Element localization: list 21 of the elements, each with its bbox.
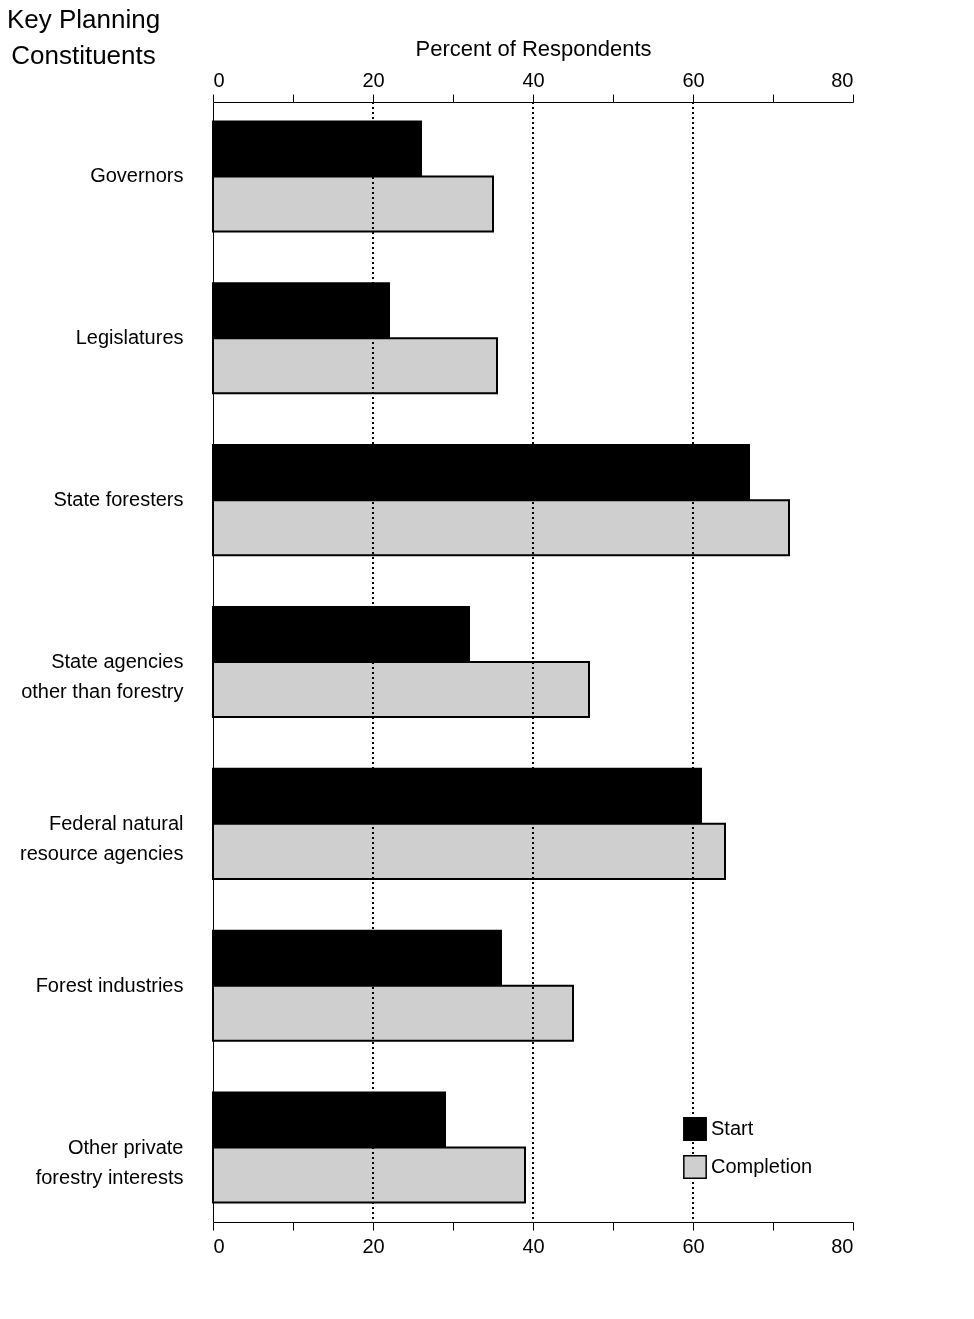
y-tick-label: State foresters [53,488,184,511]
y-tick-label: Forest industries [35,973,184,996]
x-tick-label: 20 [362,1234,385,1257]
y-axis-title: Key Planning Constituents [6,3,161,70]
legend-label: Completion [711,1155,813,1177]
y-tick-label: Legislatures [75,326,184,349]
x2-tick-label: 20 [362,68,385,91]
x-tick-label: 0 [213,1234,225,1257]
x-tick-label: 40 [522,1234,545,1257]
x2-tick-label: 0 [213,68,225,91]
x-tick-label: 60 [682,1234,705,1257]
legend-label: Start [711,1117,754,1139]
y-tick-label: Governors [90,164,184,187]
x2-tick-label: 60 [682,68,705,91]
y-tick-label: State agencies other than forestry [21,650,184,702]
y-tick-label: Other private forestry interests [35,1135,184,1188]
y-tick-label: Federal natural resource agencies [20,811,184,864]
x2-tick-label: 40 [522,68,545,91]
x2-axis-title: Percent of Respondents [415,35,652,61]
x2-tick-label: 80 [831,68,854,91]
x-tick-label: 80 [831,1234,854,1257]
